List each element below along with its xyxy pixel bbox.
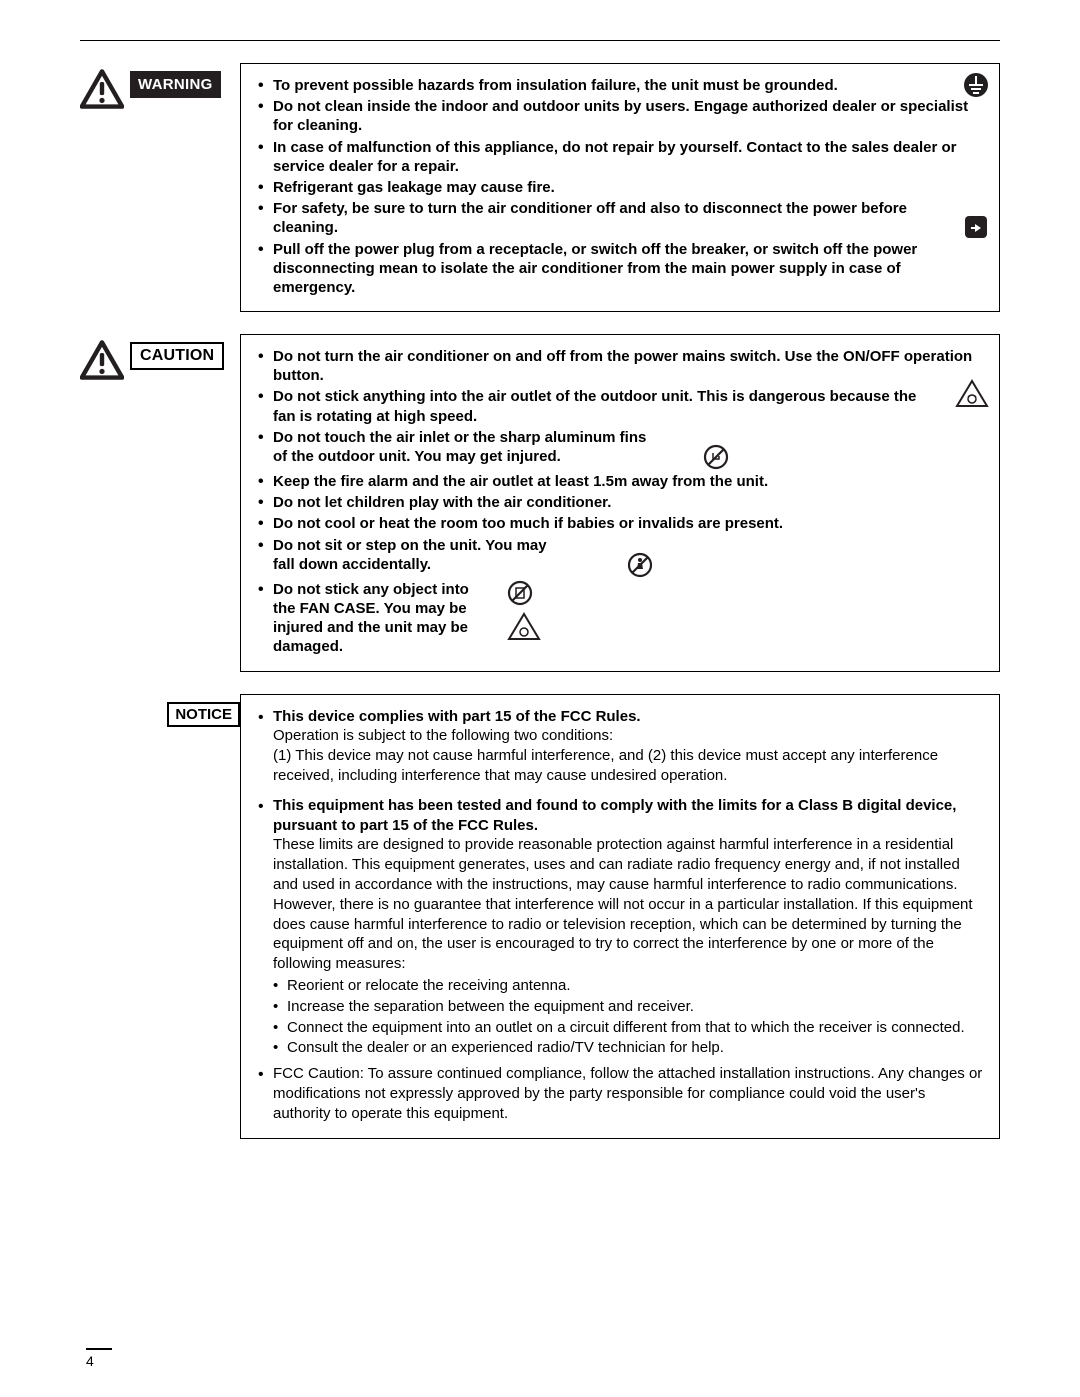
no-step-icon [627,552,653,578]
notice-item: This equipment has been tested and found… [255,796,985,1058]
caution-item: Do not sit or step on the unit. You may … [255,536,985,578]
caution-item: Do not turn the air conditioner on and o… [255,347,985,385]
warning-content: To prevent possible hazards from insulat… [240,63,1000,312]
warning-list: To prevent possible hazards from insulat… [255,76,985,297]
caution-fan-icon [507,612,541,642]
no-touch-icon [703,444,729,470]
caution-label: CAUTION [130,342,224,370]
notice-item: This device complies with part 15 of the… [255,707,985,786]
warning-item: Pull off the power plug from a receptacl… [255,240,985,298]
notice-bold: This equipment has been tested and found… [273,797,956,834]
caution-content: Do not turn the air conditioner on and o… [240,334,1000,672]
alert-triangle-icon [80,340,124,380]
caution-item: Keep the fire alarm and the air outlet a… [255,472,985,491]
caution-rotate-icon [955,379,989,409]
notice-sub-item: Connect the equipment into an outlet on … [273,1018,985,1038]
caution-section: CAUTION Do not turn the air conditioner … [80,334,1000,672]
caution-item: Do not cool or heat the room too much if… [255,514,985,533]
alert-triangle-icon [80,69,124,109]
notice-body: These limits are designed to provide rea… [273,836,973,972]
notice-sub-item: Consult the dealer or an experienced rad… [273,1038,985,1058]
warning-label-col: WARNING [80,63,240,109]
plug-icon [963,214,989,240]
caution-list: Do not turn the air conditioner on and o… [255,347,985,657]
notice-sublist: Reorient or relocate the receiving anten… [273,976,985,1058]
notice-content: This device complies with part 15 of the… [240,694,1000,1139]
warning-label: WARNING [130,71,221,98]
notice-sub-item: Reorient or relocate the receiving anten… [273,976,985,996]
warning-item: To prevent possible hazards from insulat… [255,76,985,95]
page-number: 4 [86,1348,112,1369]
warning-section: WARNING To prevent possible hazards from… [80,63,1000,312]
notice-section: NOTICE This device complies with part 15… [80,694,1000,1139]
notice-sub-item: Increase the separation between the equi… [273,997,985,1017]
notice-list: This device complies with part 15 of the… [255,707,985,1124]
caution-item-text: Do not sit or step on the unit. You may … [273,536,553,574]
caution-item-text: Do not stick any object into the FAN CAS… [273,580,493,657]
notice-body: Operation is subject to the following tw… [273,727,938,784]
warning-item: Do not clean inside the indoor and outdo… [255,97,985,135]
manual-page: WARNING To prevent possible hazards from… [0,0,1080,1397]
no-insert-icon [507,580,533,606]
notice-bold: This device complies with part 15 of the… [273,708,641,725]
warning-item: Refrigerant gas leakage may cause fire. [255,178,985,197]
caution-item: Do not stick any object into the FAN CAS… [255,580,985,657]
warning-item: In case of malfunction of this appliance… [255,138,985,176]
top-rule [80,40,1000,41]
notice-label: NOTICE [167,702,240,727]
caution-label-col: CAUTION [80,334,240,380]
notice-item: FCC Caution: To assure continued complia… [255,1064,985,1123]
caution-item: Do not let children play with the air co… [255,493,985,512]
caution-item-text: Do not touch the air inlet or the sharp … [273,428,663,466]
warning-item: For safety, be sure to turn the air cond… [255,199,985,237]
caution-item: Do not touch the air inlet or the sharp … [255,428,985,470]
ground-icon [963,72,989,98]
caution-item: Do not stick anything into the air outle… [255,387,985,425]
notice-label-col: NOTICE [80,694,240,727]
